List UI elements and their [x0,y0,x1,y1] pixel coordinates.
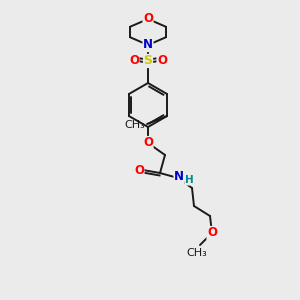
Text: N: N [143,38,153,52]
Text: O: O [143,13,153,26]
Text: O: O [157,53,167,67]
Text: H: H [185,175,194,185]
Text: O: O [129,53,139,67]
Text: O: O [143,136,153,149]
Text: CH₃: CH₃ [124,120,145,130]
Text: O: O [134,164,144,176]
Text: N: N [174,170,184,184]
Text: S: S [143,55,152,68]
Text: CH₃: CH₃ [187,248,207,258]
Text: O: O [207,226,217,239]
